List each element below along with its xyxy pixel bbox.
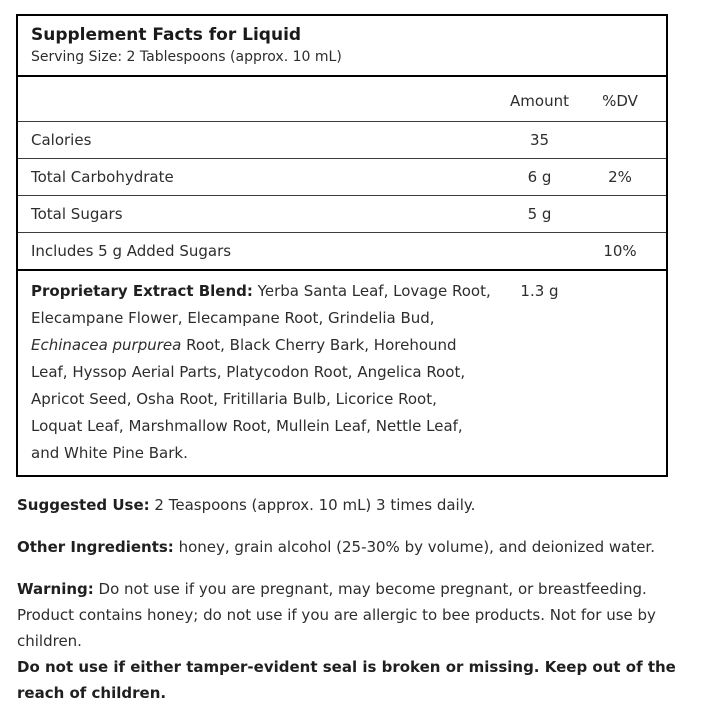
other-ingredients-label: Other Ingredients: [17,538,174,556]
blend-latin-name: Echinacea purpurea [31,336,182,354]
warning-text: Do not use if you are pregnant, may beco… [17,580,656,650]
nutrient-dv: 2% [608,168,632,186]
supplement-facts-panel: Supplement Facts for Liquid Serving Size… [16,14,668,477]
nutrient-name: Includes 5 g Added Sugars [31,242,232,260]
blend-label: Proprietary Extract Blend: [31,282,253,300]
table-row-added-sugars: Includes 5 g Added Sugars 10% [18,232,666,269]
table-row-total-sugars: Total Sugars 5 g [18,195,666,232]
table-header-row: Amount %DV [18,77,666,121]
suggested-use: Suggested Use: 2 Teaspoons (approx. 10 m… [17,492,694,518]
suggested-use-text: 2 Teaspoons (approx. 10 mL) 3 times dail… [149,496,476,514]
nutrient-dv [587,205,653,223]
nutrient-dv [587,131,653,149]
table-row-calories: Calories 35 [18,121,666,158]
serving-size: Serving Size: 2 Tablespoons (approx. 10 … [31,49,342,65]
blend-ingredients-part1: Yerba Santa Leaf, Lovage Root, Elecampan… [31,282,491,327]
blend-amount: 1.3 g [520,282,559,300]
nutrient-amount: 6 g [527,168,552,186]
suggested-use-label: Suggested Use: [17,496,150,514]
other-ingredients: Other Ingredients: honey, grain alcohol … [17,534,694,560]
other-ingredients-text: honey, grain alcohol (25-30% by volume),… [173,538,655,556]
blend-dv [587,278,653,467]
nutrient-amount [492,242,587,260]
header-spacer [31,92,492,110]
nutrient-name: Total Sugars [31,205,123,223]
label-footer: Suggested Use: 2 Teaspoons (approx. 10 m… [17,492,694,706]
nutrient-name: Total Carbohydrate [31,168,174,186]
nutrient-amount: 5 g [527,205,552,223]
nutrient-dv: 10% [603,242,637,260]
warning-label: Warning: [17,580,94,598]
table-row-proprietary-blend: Proprietary Extract Blend: Yerba Santa L… [18,269,666,475]
warning: Warning: Do not use if you are pregnant,… [17,576,694,706]
panel-header: Supplement Facts for Liquid Serving Size… [18,16,666,77]
panel-title: Supplement Facts for Liquid [31,25,302,45]
amount-column-header: Amount [510,92,569,110]
nutrient-name: Calories [31,131,92,149]
dv-column-header: %DV [602,92,638,110]
blend-ingredients-part2: Root, Black Cherry Bark, Horehound Leaf,… [31,336,466,462]
table-row-total-carbohydrate: Total Carbohydrate 6 g 2% [18,158,666,195]
tamper-seal-warning: Do not use if either tamper-evident seal… [17,658,676,702]
nutrient-amount: 35 [529,131,550,149]
blend-description: Proprietary Extract Blend: Yerba Santa L… [31,278,492,467]
